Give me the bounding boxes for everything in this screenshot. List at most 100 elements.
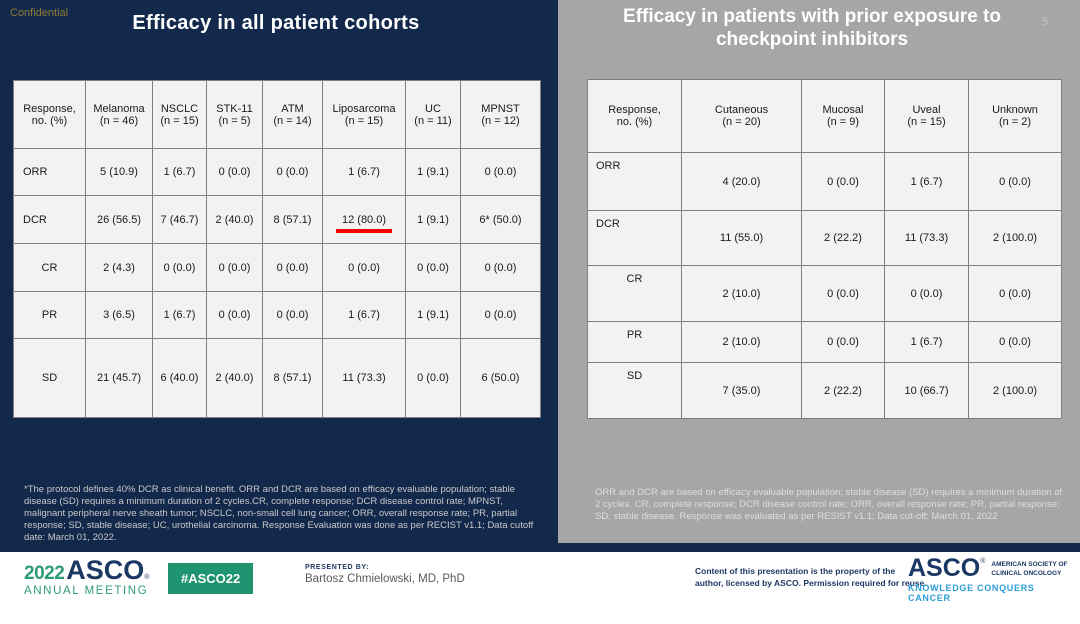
registered-mark-icon: ® bbox=[144, 574, 150, 581]
value-cell: 8 (57.1) bbox=[262, 338, 323, 418]
row-label: ORR bbox=[13, 148, 86, 196]
value-cell: 2 (22.2) bbox=[801, 362, 885, 419]
value-cell: 0 (0.0) bbox=[405, 338, 461, 418]
value-cell: 8 (57.1) bbox=[262, 195, 323, 244]
table-row: SD 21 (45.7) 6 (40.0) 2 (40.0) 8 (57.1) 11 (7… bbox=[13, 338, 541, 418]
value-cell: 0 (0.0) bbox=[262, 148, 323, 196]
value-cell: 6* (50.0) bbox=[460, 195, 541, 244]
left-footnote: *The protocol defines 40% DCR as clinica… bbox=[24, 484, 534, 543]
value-cell: 1 (9.1) bbox=[405, 291, 461, 339]
value-cell: 0 (0.0) bbox=[460, 148, 541, 196]
table-row: ORR 4 (20.0) 0 (0.0) 1 (6.7) 0 (0.0) bbox=[587, 152, 1062, 211]
value-cell: 2 (40.0) bbox=[206, 195, 263, 244]
column-header: Cutaneous (n = 20) bbox=[681, 79, 802, 153]
registered-mark-icon: ® bbox=[980, 558, 986, 565]
value-cell: 12 (80.0) bbox=[322, 195, 406, 244]
all-cohorts-table-container: Response, no. (%) Melanoma (n = 46) NSCLC … bbox=[13, 80, 541, 418]
row-label: SD bbox=[13, 338, 86, 418]
row-label: PR bbox=[587, 321, 682, 363]
logo-annual-meeting: ANNUAL MEETING bbox=[24, 585, 149, 597]
column-header: ATM (n = 14) bbox=[262, 80, 323, 149]
value-cell: 2 (40.0) bbox=[206, 338, 263, 418]
header-row: Response, no. (%) Melanoma (n = 46) NSCLC … bbox=[13, 80, 541, 149]
column-header: Melanoma (n = 46) bbox=[85, 80, 153, 149]
page-number: 5 bbox=[1042, 16, 1049, 28]
asco-society-logo: ASCO ® AMERICAN SOCIETY OF CLINICAL ONCO… bbox=[908, 554, 1080, 603]
value-cell: 4 (20.0) bbox=[681, 152, 802, 211]
value-cell: 0 (0.0) bbox=[968, 265, 1062, 322]
value-cell: 1 (9.1) bbox=[405, 148, 461, 196]
row-label: CR bbox=[13, 243, 86, 292]
column-header: Mucosal (n = 9) bbox=[801, 79, 885, 153]
society-name: AMERICAN SOCIETY OF CLINICAL ONCOLOGY bbox=[991, 561, 1068, 577]
value-cell: 1 (9.1) bbox=[405, 195, 461, 244]
column-header: Response, no. (%) bbox=[13, 80, 86, 149]
value-cell: 11 (73.3) bbox=[322, 338, 406, 418]
value-cell: 0 (0.0) bbox=[322, 243, 406, 292]
hashtag-badge: #ASCO22 bbox=[168, 563, 254, 594]
value-cell: 1 (6.7) bbox=[152, 291, 207, 339]
value-cell: 0 (0.0) bbox=[206, 243, 263, 292]
presented-by-label: PRESENTED BY: bbox=[305, 564, 370, 571]
column-header: Uveal (n = 15) bbox=[884, 79, 969, 153]
row-label: DCR bbox=[587, 210, 682, 266]
value-cell: 7 (46.7) bbox=[152, 195, 207, 244]
value-cell: 0 (0.0) bbox=[968, 152, 1062, 211]
value-cell: 2 (10.0) bbox=[681, 321, 802, 363]
row-label: SD bbox=[587, 362, 682, 419]
value-cell: 6 (40.0) bbox=[152, 338, 207, 418]
value-cell: 0 (0.0) bbox=[262, 243, 323, 292]
value-cell: 10 (66.7) bbox=[884, 362, 969, 419]
highlighted-value: 12 (80.0) bbox=[335, 214, 393, 233]
column-header: MPNST (n = 12) bbox=[460, 80, 541, 149]
value-cell: 0 (0.0) bbox=[801, 152, 885, 211]
row-label: DCR bbox=[13, 195, 86, 244]
value-cell: 11 (73.3) bbox=[884, 210, 969, 266]
presenter-name: Bartosz Chmielowski, MD, PhD bbox=[305, 573, 465, 585]
table-row: SD 7 (35.0) 2 (22.2) 10 (66.7) 2 (100.0) bbox=[587, 362, 1062, 419]
table-row: PR 2 (10.0) 0 (0.0) 1 (6.7) 0 (0.0) bbox=[587, 321, 1062, 363]
logo-year: 2022 bbox=[24, 563, 65, 584]
value-cell: 0 (0.0) bbox=[405, 243, 461, 292]
value-cell: 0 (0.0) bbox=[460, 291, 541, 339]
value-cell: 2 (100.0) bbox=[968, 210, 1062, 266]
all-cohorts-table: Response, no. (%) Melanoma (n = 46) NSCLC … bbox=[13, 80, 541, 418]
column-header: Unknown (n = 2) bbox=[968, 79, 1062, 153]
asco-2022-meeting-logo: 2022 ASCO ® ANNUAL MEETING bbox=[24, 557, 150, 597]
value-cell: 1 (6.7) bbox=[322, 148, 406, 196]
value-cell: 1 (6.7) bbox=[322, 291, 406, 339]
value-cell: 6 (50.0) bbox=[460, 338, 541, 418]
value-cell: 1 (6.7) bbox=[152, 148, 207, 196]
checkpoint-table-container: Response, no. (%) Cutaneous (n = 20) Mucos… bbox=[587, 79, 1062, 419]
footer-bar: 2022 ASCO ® ANNUAL MEETING #ASCO22 PRESE… bbox=[0, 552, 1080, 624]
value-cell: 26 (56.5) bbox=[85, 195, 153, 244]
value-cell: 3 (6.5) bbox=[85, 291, 153, 339]
right-slide-title: Efficacy in patients with prior exposure… bbox=[623, 6, 1001, 50]
column-header: NSCLC (n = 15) bbox=[152, 80, 207, 149]
value-cell: 7 (35.0) bbox=[681, 362, 802, 419]
value-cell: 21 (45.7) bbox=[85, 338, 153, 418]
table-row: CR 2 (4.3) 0 (0.0) 0 (0.0) 0 (0.0) 0 (0.0) 0 (… bbox=[13, 243, 541, 292]
table-row: DCR 11 (55.0) 2 (22.2) 11 (73.3) 2 (100.0) bbox=[587, 210, 1062, 266]
permission-notice: Content of this presentation is the prop… bbox=[695, 566, 927, 588]
value-cell: 0 (0.0) bbox=[968, 321, 1062, 363]
value-cell: 0 (0.0) bbox=[460, 243, 541, 292]
value-cell: 2 (100.0) bbox=[968, 362, 1062, 419]
checkpoint-table: Response, no. (%) Cutaneous (n = 20) Mucos… bbox=[587, 79, 1062, 419]
value-cell: 2 (10.0) bbox=[681, 265, 802, 322]
value-cell: 2 (22.2) bbox=[801, 210, 885, 266]
table-row: CR 2 (10.0) 0 (0.0) 0 (0.0) 0 (0.0) bbox=[587, 265, 1062, 322]
value-cell: 2 (4.3) bbox=[85, 243, 153, 292]
column-header: Liposarcoma (n = 15) bbox=[322, 80, 406, 149]
value-cell: 0 (0.0) bbox=[206, 148, 263, 196]
presented-by-block: PRESENTED BY: Bartosz Chmielowski, MD, P… bbox=[305, 564, 465, 585]
column-header: STK-11 (n = 5) bbox=[206, 80, 263, 149]
value-cell: 5 (10.9) bbox=[85, 148, 153, 196]
value-cell: 1 (6.7) bbox=[884, 152, 969, 211]
value-cell: 11 (55.0) bbox=[681, 210, 802, 266]
value-cell: 0 (0.0) bbox=[884, 265, 969, 322]
header-row: Response, no. (%) Cutaneous (n = 20) Mucos… bbox=[587, 79, 1062, 153]
asco-wordmark: ASCO bbox=[908, 554, 981, 582]
row-label: PR bbox=[13, 291, 86, 339]
